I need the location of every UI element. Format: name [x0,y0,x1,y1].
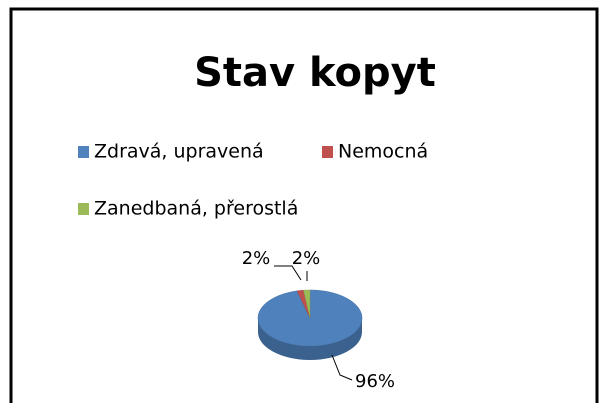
leader-line [274,265,302,281]
data-label: 2% [292,248,321,269]
leader-line [331,354,353,381]
legend-swatch [78,203,89,215]
frame [9,7,599,403]
legend-swatch [78,146,89,158]
legend-label: Zdravá, upravená [94,141,264,163]
legend-label: Zanedbaná, přerostlá [94,198,298,220]
data-label: 2% [242,248,271,269]
data-label: 96% [355,371,395,392]
chart-title: Stav kopyt [194,50,436,96]
legend-label: Nemocná [338,141,428,163]
slice-side [258,318,362,360]
slice [303,289,311,319]
legend-swatch [322,146,333,158]
